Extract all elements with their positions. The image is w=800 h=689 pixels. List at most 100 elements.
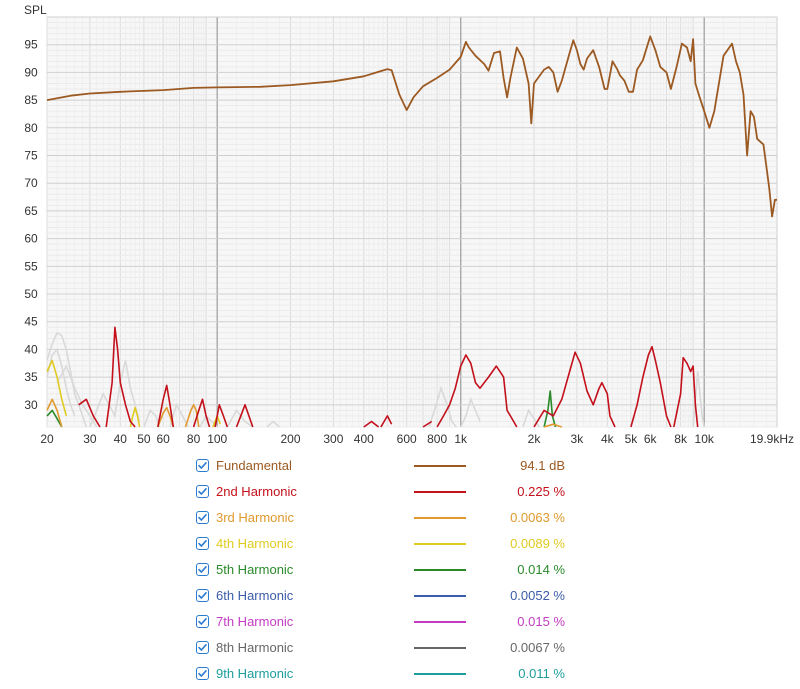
y-tick-label: 95	[24, 38, 38, 52]
x-tick-label: 400	[354, 432, 374, 446]
legend-swatch-line	[414, 517, 466, 519]
x-tick-label: 10k	[695, 432, 715, 446]
2nd-harmonic-line	[235, 404, 254, 428]
y-tick-label: 40	[24, 342, 38, 356]
y-tick-label: 60	[24, 232, 38, 246]
check-icon	[198, 592, 207, 599]
x-tick-label: 5k	[625, 432, 639, 446]
legend-value: 94.1 dB	[520, 458, 565, 473]
5th-harmonic-line	[543, 390, 557, 428]
2nd-harmonic-line	[105, 326, 136, 428]
2nd-harmonic-line	[78, 398, 101, 428]
x-tick-label: 300	[323, 432, 343, 446]
legend-value: 0.011 %	[518, 666, 565, 681]
y-tick-label: 45	[24, 315, 38, 329]
legend-row-4th-harmonic: 4th Harmonic 0.0089 %	[0, 533, 800, 559]
legend-label: 4th Harmonic	[216, 536, 294, 551]
check-icon	[198, 488, 207, 495]
legend-checkbox-3rd-harmonic[interactable]	[196, 511, 209, 524]
2nd-harmonic-line	[192, 398, 211, 428]
faint-harmonic-trace	[89, 360, 141, 428]
5th-harmonic-line	[46, 409, 63, 428]
faint-harmonic-trace	[56, 364, 98, 428]
y-tick-label: 65	[24, 204, 38, 218]
legend-swatch-line	[414, 543, 466, 545]
check-icon	[198, 462, 207, 469]
legend-row-3rd-harmonic: 3rd Harmonic 0.0063 %	[0, 507, 800, 533]
legend-value: 0.0063 %	[510, 510, 565, 525]
legend-label: 8th Harmonic	[216, 640, 294, 655]
2nd-harmonic-line	[363, 420, 380, 428]
legend-row-9th-harmonic: 9th Harmonic 0.011 %	[0, 663, 800, 689]
legend-value: 0.0089 %	[510, 536, 565, 551]
legend-value: 0.014 %	[517, 562, 565, 577]
y-tick-label: 55	[24, 259, 38, 273]
legend-checkbox-fundamental[interactable]	[196, 459, 209, 472]
series-lines	[46, 35, 777, 428]
2nd-harmonic-line	[157, 384, 175, 428]
legend-value: 0.0052 %	[510, 588, 565, 603]
legend-checkbox-4th-harmonic[interactable]	[196, 537, 209, 550]
legend-checkbox-7th-harmonic[interactable]	[196, 615, 209, 628]
legend-value: 0.0067 %	[510, 640, 565, 655]
y-tick-label: 35	[24, 370, 38, 384]
2nd-harmonic-line	[422, 420, 433, 428]
y-tick-label: 50	[24, 287, 38, 301]
check-icon	[198, 540, 207, 547]
3rd-harmonic-line	[46, 398, 63, 428]
legend-label: 7th Harmonic	[216, 614, 294, 629]
x-tick-label: 4k	[601, 432, 615, 446]
x-tick-label: 600	[397, 432, 417, 446]
y-tick-label: 85	[24, 93, 38, 107]
x-tick-label: 100	[207, 432, 227, 446]
faint-harmonic-trace	[266, 420, 280, 428]
check-icon	[198, 618, 207, 625]
legend-swatch-line	[414, 465, 466, 467]
x-tick-label: 19.9kHz	[750, 432, 794, 446]
2nd-harmonic-line	[436, 354, 518, 428]
legend-label: 6th Harmonic	[216, 588, 294, 603]
2nd-harmonic-line	[214, 404, 229, 428]
legend-row-8th-harmonic: 8th Harmonic 0.0067 %	[0, 637, 800, 663]
check-icon	[198, 670, 207, 677]
x-tick-label: 60	[157, 432, 171, 446]
legend-label: 2nd Harmonic	[216, 484, 297, 499]
x-axis-ticks: 20 30 40 50 60 80 100 200 300 400 600 800 1k 2k 3k 4k 5k…	[40, 432, 794, 446]
4th-harmonic-line	[46, 359, 68, 417]
legend-checkbox-9th-harmonic[interactable]	[196, 667, 209, 680]
check-icon	[198, 514, 207, 521]
2nd-harmonic-line	[380, 415, 393, 428]
legend-checkbox-6th-harmonic[interactable]	[196, 589, 209, 602]
legend-checkbox-2nd-harmonic[interactable]	[196, 485, 209, 498]
x-tick-label: 1k	[454, 432, 468, 446]
3rd-harmonic-line	[543, 423, 563, 428]
legend-swatch-line	[414, 621, 466, 623]
legend-row-7th-harmonic: 7th Harmonic 0.015 %	[0, 611, 800, 637]
legend-label: 9th Harmonic	[216, 666, 294, 681]
legend-swatch-line	[414, 647, 466, 649]
legend-checkbox-8th-harmonic[interactable]	[196, 641, 209, 654]
x-tick-label: 20	[40, 432, 54, 446]
x-tick-label: 200	[280, 432, 300, 446]
legend-swatch-line	[414, 595, 466, 597]
legend-row-2nd-harmonic: 2nd Harmonic 0.225 %	[0, 481, 800, 507]
2nd-harmonic-line	[673, 356, 699, 428]
fundamental-line	[46, 35, 777, 218]
legend-label: 5th Harmonic	[216, 562, 294, 577]
major-gridlines	[47, 16, 777, 427]
2nd-harmonic-line	[630, 345, 672, 428]
faint-harmonic-trace	[169, 402, 189, 428]
check-icon	[198, 566, 207, 573]
legend-checkbox-5th-harmonic[interactable]	[196, 563, 209, 576]
y-tick-label: 75	[24, 149, 38, 163]
y-tick-label: 80	[24, 121, 38, 135]
legend-label: 3rd Harmonic	[216, 510, 295, 525]
x-tick-label: 2k	[528, 432, 542, 446]
legend-swatch-line	[414, 491, 466, 493]
2nd-harmonic-line	[533, 351, 616, 428]
x-tick-label: 6k	[644, 432, 658, 446]
check-icon	[198, 644, 207, 651]
faint-harmonic-traces	[46, 331, 705, 428]
x-tick-label: 50	[137, 432, 151, 446]
legend-label: Fundamental	[216, 458, 292, 473]
